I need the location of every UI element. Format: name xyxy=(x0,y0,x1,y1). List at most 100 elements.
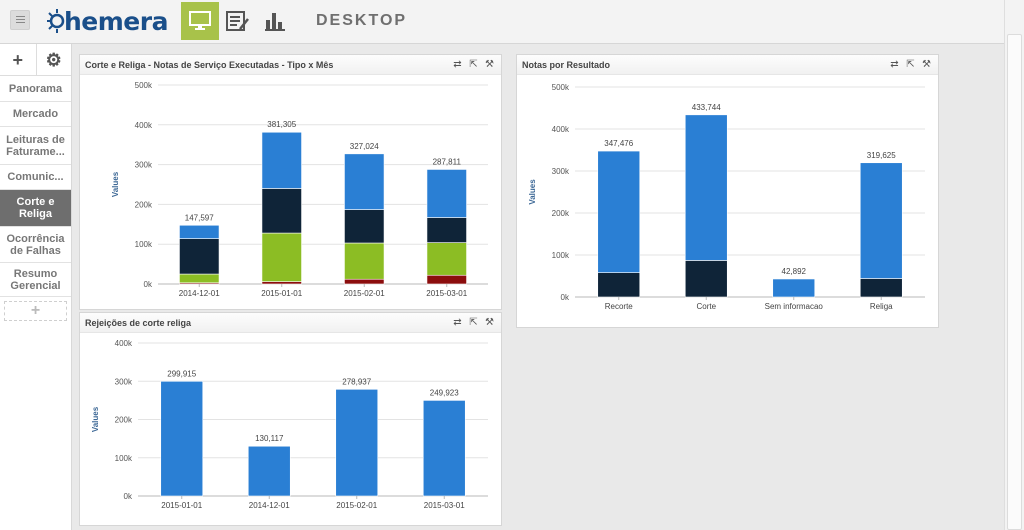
bar-total-label: 42,892 xyxy=(782,267,807,276)
bar-segment xyxy=(179,273,220,284)
bar-total-label: 319,625 xyxy=(867,151,896,160)
sidebar: + ⚙ Panorama Mercado Leituras de Faturam… xyxy=(0,44,72,530)
bar-segment xyxy=(261,232,302,282)
add-tab-button[interactable]: + xyxy=(4,301,67,321)
y-tick-label: 500k xyxy=(552,83,570,92)
chart-corte-religa: 0k 100k 200k 300k 400k 500k Values 147,597 2014-… xyxy=(111,81,488,298)
y-tick-label: 300k xyxy=(115,377,133,386)
swap-icon[interactable]: ⇄ xyxy=(453,58,462,70)
x-tick-label: Religa xyxy=(870,302,893,311)
bar-segment xyxy=(261,281,302,285)
bar-total-label: 130,117 xyxy=(255,434,284,443)
sidebar-item-ocorrencia[interactable]: Ocorrência de Falhas xyxy=(0,227,71,263)
swap-icon[interactable]: ⇄ xyxy=(890,58,899,70)
x-tick-label: 2015-01-01 xyxy=(261,289,302,298)
bar-segment xyxy=(247,445,291,497)
logo-sun-icon xyxy=(47,9,65,33)
bar-segment xyxy=(859,278,903,298)
page-title: DESKTOP xyxy=(316,12,408,29)
bar-segment xyxy=(684,260,728,298)
desktop-icon[interactable] xyxy=(181,2,219,40)
sidebar-item-resumo[interactable]: Resumo Gerencial xyxy=(0,263,71,297)
bar-segment xyxy=(344,278,385,285)
bar-segment xyxy=(344,209,385,244)
bar-total-label: 433,744 xyxy=(692,103,721,112)
x-tick-label: 2015-03-01 xyxy=(424,501,465,510)
bar-total-label: 347,476 xyxy=(604,139,633,148)
y-tick-label: 300k xyxy=(552,167,570,176)
sidebar-item-corte-e-religa[interactable]: Corte e Religa xyxy=(0,190,71,227)
scrollbar-thumb[interactable] xyxy=(1007,34,1022,530)
bar-segment xyxy=(344,153,385,210)
bar-segment xyxy=(422,400,466,497)
y-tick-label: 100k xyxy=(135,240,153,249)
sidebar-item-leituras[interactable]: Leituras de Faturame... xyxy=(0,127,71,165)
bar-segment xyxy=(597,272,641,298)
bar-segment xyxy=(859,162,903,279)
logo: hemera xyxy=(44,6,168,36)
panel-notas-resultado: Notas por Resultado ⇄ ⇱ ⚒ 0k 100k 200k 300k… xyxy=(516,54,939,328)
bar-segment xyxy=(179,224,220,239)
add-icon[interactable]: + xyxy=(12,49,23,70)
gear-icon[interactable]: ⚙ xyxy=(35,44,72,76)
bar-segment xyxy=(179,238,220,275)
logo-text: hemera xyxy=(64,6,168,36)
export-icon[interactable]: ⇱ xyxy=(469,316,478,328)
bar-segment xyxy=(426,242,467,276)
x-tick-label: Recorte xyxy=(605,302,634,311)
y-tick-label: 500k xyxy=(135,81,153,90)
export-icon[interactable]: ⇱ xyxy=(906,58,915,70)
sidebar-item-comunic[interactable]: Comunic... xyxy=(0,165,71,190)
y-axis-label: Values xyxy=(528,179,537,205)
y-tick-label: 0k xyxy=(124,492,133,501)
panel-title: Corte e Religa - Notas de Serviço Execut… xyxy=(85,59,334,70)
x-tick-label: 2015-03-01 xyxy=(426,289,467,298)
y-tick-label: 0k xyxy=(144,280,153,289)
y-tick-label: 0k xyxy=(561,293,570,302)
report-list-icon[interactable] xyxy=(219,2,257,40)
bar-total-label: 147,597 xyxy=(185,213,214,222)
page-scrollbar[interactable] xyxy=(1004,0,1024,530)
menu-icon[interactable] xyxy=(10,10,30,30)
x-tick-label: Corte xyxy=(696,302,716,311)
sidebar-item-mercado[interactable]: Mercado xyxy=(0,102,71,127)
swap-icon[interactable]: ⇄ xyxy=(453,316,462,328)
wrench-icon[interactable]: ⚒ xyxy=(485,316,494,328)
bar-segment xyxy=(426,274,467,285)
y-tick-label: 400k xyxy=(135,121,153,130)
y-tick-label: 200k xyxy=(135,200,153,209)
bar-segment xyxy=(426,217,467,243)
x-tick-label: 2015-01-01 xyxy=(161,501,202,510)
x-tick-label: 2014-12-01 xyxy=(179,289,220,298)
bar-total-label: 327,024 xyxy=(350,142,379,151)
bar-segment xyxy=(344,242,385,280)
panel-corte-religa: Corte e Religa - Notas de Serviço Execut… xyxy=(79,54,502,310)
top-bar: hemera DESKTOP xyxy=(0,0,1004,44)
bar-chart-icon[interactable] xyxy=(256,2,294,40)
chart-notas-resultado: 0k 100k 200k 300k 400k 500k Values 347,476 Recor… xyxy=(528,83,925,311)
panel-title: Notas por Resultado xyxy=(522,59,611,70)
bar-total-label: 278,937 xyxy=(342,377,371,386)
panel-rejeicoes: Rejeições de corte religa ⇄ ⇱ ⚒ 0k 100k 20… xyxy=(79,312,502,526)
export-icon[interactable]: ⇱ xyxy=(469,58,478,70)
bar-segment xyxy=(261,188,302,234)
bar-segment xyxy=(261,131,302,189)
x-tick-label: 2014-12-01 xyxy=(249,501,290,510)
y-axis-label: Values xyxy=(91,406,100,432)
x-tick-label: 2015-02-01 xyxy=(344,289,385,298)
wrench-icon[interactable]: ⚒ xyxy=(922,58,931,70)
y-tick-label: 400k xyxy=(115,339,133,348)
y-tick-label: 100k xyxy=(115,454,133,463)
chart-rejeicoes: 0k 100k 200k 300k 400k Values 299,915 2015-01-0… xyxy=(91,339,488,510)
wrench-icon[interactable]: ⚒ xyxy=(485,58,494,70)
bar-total-label: 249,923 xyxy=(430,388,459,397)
panel-title: Rejeições de corte religa xyxy=(85,317,192,328)
y-tick-label: 200k xyxy=(115,416,133,425)
y-tick-label: 300k xyxy=(135,161,153,170)
bar-segment xyxy=(426,169,467,218)
y-axis-label: Values xyxy=(111,171,120,197)
sidebar-item-panorama[interactable]: Panorama xyxy=(0,76,71,102)
x-tick-label: 2015-02-01 xyxy=(336,501,377,510)
y-tick-label: 100k xyxy=(552,251,570,260)
y-tick-label: 400k xyxy=(552,125,570,134)
